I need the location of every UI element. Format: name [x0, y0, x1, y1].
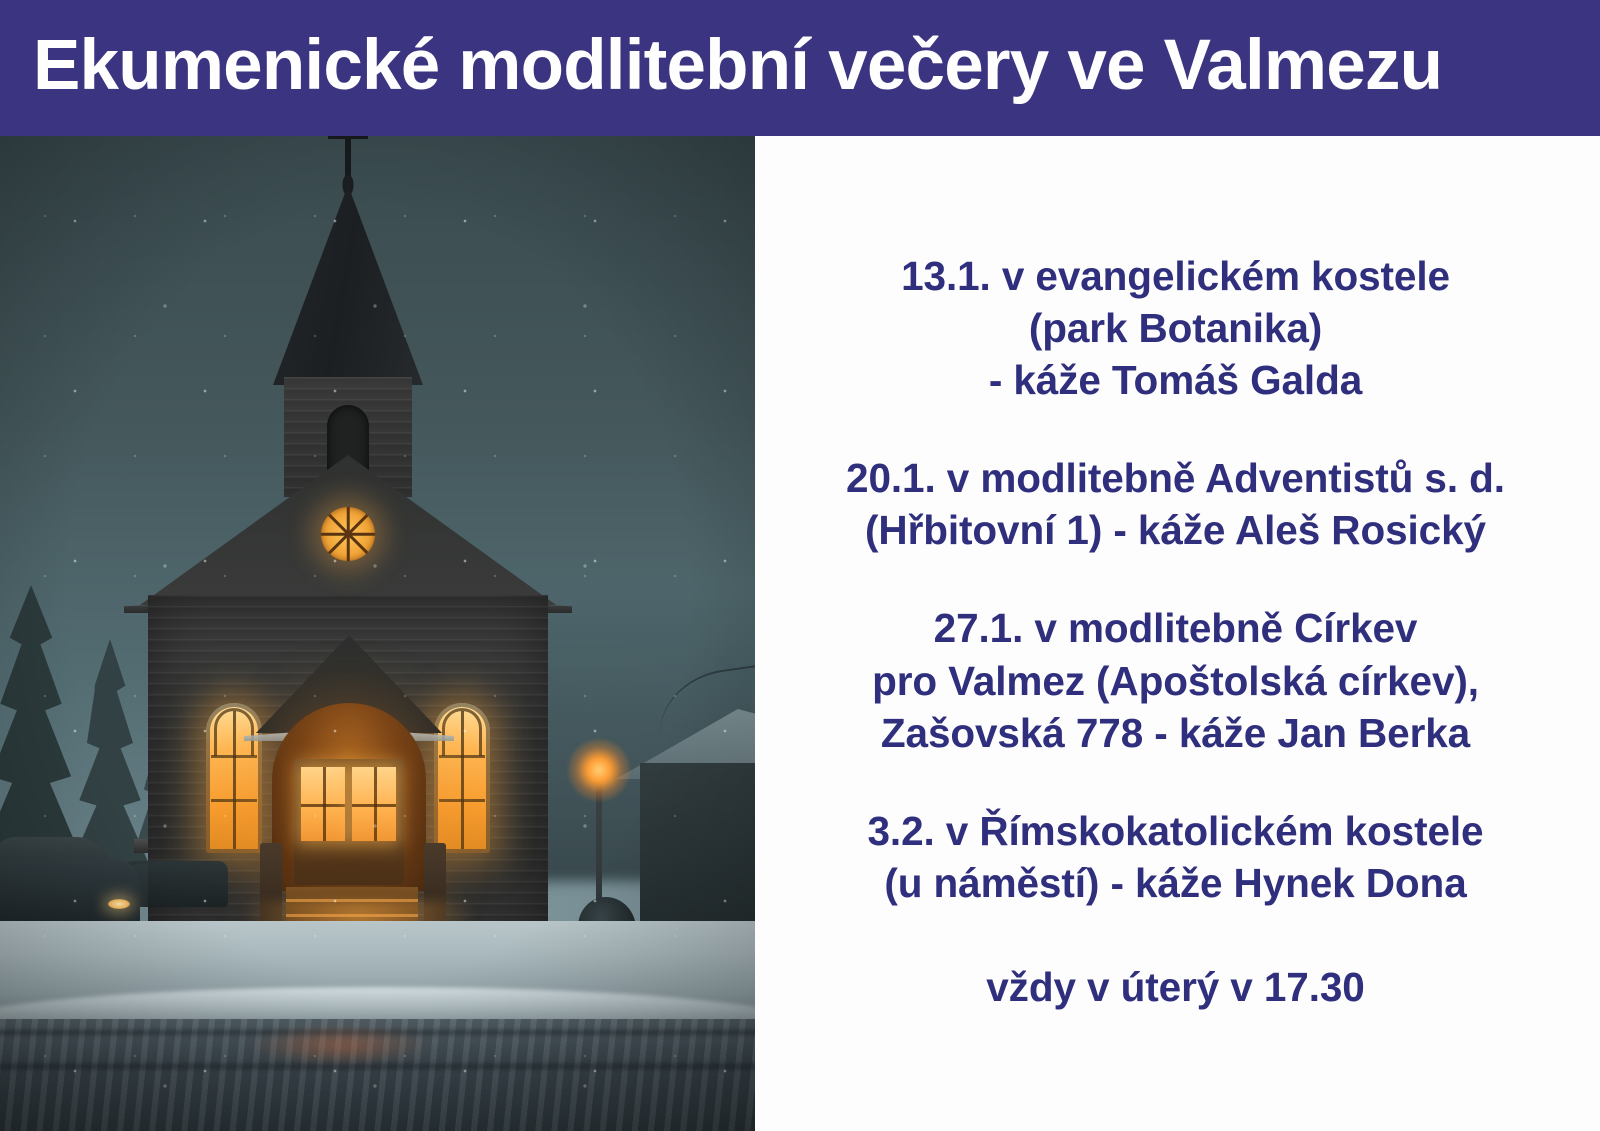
poster-body: 13.1. v evangelickém kostele (park Botan… — [0, 136, 1600, 1131]
rose-window-icon — [321, 507, 375, 561]
schedule-footer-note: vždy v úterý v 17.30 — [986, 961, 1365, 1013]
car-headlight — [108, 899, 130, 909]
schedule-entry-3: 27.1. v modlitebně Církev pro Valmez (Ap… — [872, 602, 1479, 758]
snowy-road — [0, 1019, 755, 1131]
window-transom — [211, 755, 257, 758]
schedule-entry-2: 20.1. v modlitebně Adventistů s. d. (Hřb… — [846, 452, 1505, 556]
schedule-line: (u náměstí) - káže Hynek Dona — [884, 859, 1467, 906]
warm-light-reflection — [250, 1025, 430, 1065]
recurring-time-text: vždy v úterý v 17.30 — [986, 963, 1365, 1010]
car-icon — [0, 859, 140, 933]
schedule-line: Zašovská 778 - káže Jan Berka — [880, 709, 1471, 756]
tire-track — [0, 1064, 755, 1069]
street-lamp-icon — [596, 777, 602, 949]
window-mullion — [460, 711, 464, 849]
arched-window-icon — [434, 703, 490, 853]
photo-column — [0, 136, 755, 1131]
church-doors — [294, 759, 404, 885]
arched-window-icon — [206, 703, 262, 853]
church-winter-photo — [0, 136, 755, 1131]
schedule-line: 27.1. v modlitebně Církev — [933, 605, 1418, 652]
schedule-line: pro Valmez (Apoštolská církev), — [872, 657, 1479, 704]
tire-track — [0, 1030, 755, 1035]
window-arch-tracery — [214, 708, 254, 756]
photo-vignette — [0, 136, 755, 1131]
door-glass-pane — [301, 767, 345, 841]
window-mullion — [232, 711, 236, 849]
window-transom — [439, 799, 485, 802]
schedule-line: 20.1. v modlitebně Adventistů s. d. — [846, 455, 1505, 502]
window-transom — [439, 755, 485, 758]
schedule-line: 3.2. v Římskokatolickém kostele — [867, 807, 1484, 854]
street-lamp-glow — [568, 739, 630, 801]
schedule-entry-1: 13.1. v evangelickém kostele (park Botan… — [901, 250, 1450, 406]
window-transom — [211, 799, 257, 802]
page-title: Ekumenické modlitební večery ve Valmezu — [33, 25, 1443, 105]
schedule-column: 13.1. v evangelickém kostele (park Botan… — [755, 136, 1600, 1131]
door-glass-pane — [352, 767, 396, 841]
cross-icon — [345, 136, 351, 177]
schedule-line: 13.1. v evangelickém kostele — [901, 253, 1450, 300]
window-arch-tracery — [442, 708, 482, 756]
schedule-entry-4: 3.2. v Římskokatolickém kostele (u náměs… — [868, 805, 1484, 909]
schedule-line: (park Botanika) — [1028, 305, 1323, 352]
schedule-line: (Hřbitovní 1) - káže Aleš Rosický — [865, 507, 1486, 554]
schedule-line: - káže Tomáš Galda — [988, 357, 1363, 404]
poster-header: Ekumenické modlitební večery ve Valmezu — [0, 0, 1600, 136]
step-edge — [286, 899, 418, 902]
snowy-ground — [0, 921, 755, 1131]
